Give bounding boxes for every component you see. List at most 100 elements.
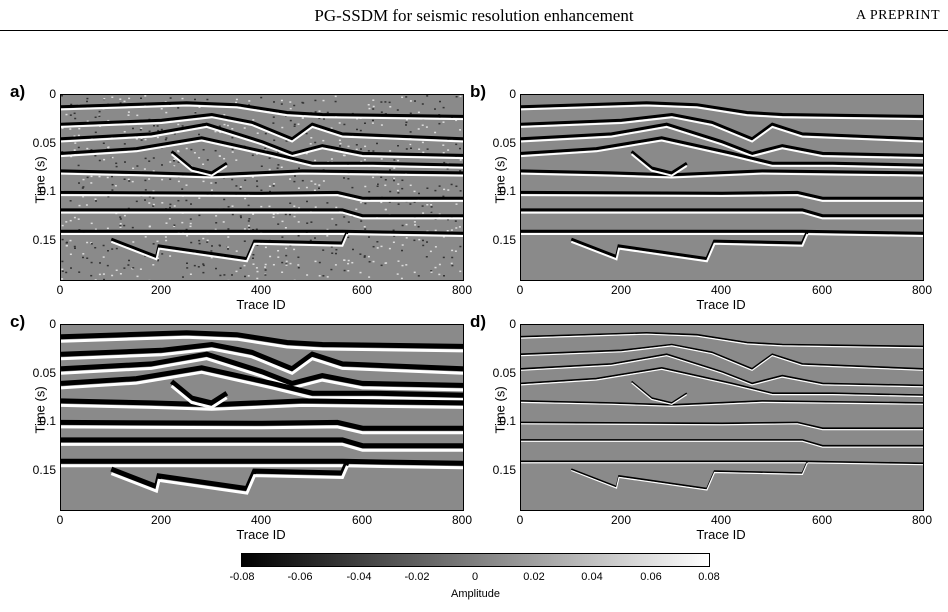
x-tick: 400 (710, 513, 732, 527)
colorbar-tick: -0.06 (287, 571, 313, 583)
reflector-peak (570, 233, 809, 263)
reflector-trough (521, 343, 923, 370)
reflector-trough (61, 330, 463, 349)
reflector-peak (521, 423, 923, 431)
reflector-trough (61, 101, 463, 118)
seismic-image (521, 325, 923, 510)
seismic-section (520, 94, 924, 281)
x-axis-label: Trace ID (696, 297, 746, 312)
reflector-trough (521, 122, 923, 157)
panel-letter: a) (10, 82, 26, 101)
page-header: PG-SSDM for seismic resolution enhanceme… (0, 0, 948, 34)
reflector-trough (521, 439, 923, 447)
reflector-peak (110, 465, 349, 495)
panel-a: a) Time (s) 0 0.05 0.1 0.15 0 200 400 60… (10, 82, 480, 312)
header-rule (0, 30, 948, 31)
x-tick: 800 (451, 283, 473, 297)
x-tick: 600 (351, 283, 373, 297)
reflector-peak (61, 233, 463, 237)
reflector-peak (521, 368, 923, 398)
y-tick: 0.15 (32, 233, 56, 247)
reflector-trough (61, 136, 463, 167)
preprint-label: A PREPRINT (856, 8, 940, 23)
reflector-trough (521, 460, 923, 465)
reflector-peak (521, 233, 923, 237)
reflector-trough (61, 458, 463, 466)
reflector-peak (61, 347, 463, 376)
y-tick: 0.15 (32, 463, 56, 477)
reflector-trough (61, 190, 463, 200)
reflector-peak (521, 104, 923, 121)
reflector-peak (170, 153, 228, 177)
y-tick: 0.05 (32, 366, 56, 380)
reflector-peak (61, 172, 463, 179)
reflector-peak (110, 233, 349, 263)
reflector-peak (521, 116, 923, 143)
x-tick: 200 (150, 283, 172, 297)
y-tick: 0.1 (39, 184, 56, 198)
reflector-peak (61, 139, 463, 169)
reflector-peak (61, 442, 463, 452)
seismic-section (60, 94, 464, 281)
x-axis-label: Trace ID (236, 527, 286, 542)
x-tick: 200 (150, 513, 172, 527)
reflector-trough (61, 341, 463, 372)
reflector-trough (61, 229, 463, 235)
reflector-trough (631, 380, 688, 404)
reflector-trough (61, 208, 463, 218)
x-axis-label: Trace ID (236, 297, 286, 312)
reflector-trough (61, 419, 463, 431)
y-tick: 0 (509, 87, 516, 101)
reflector-trough (521, 208, 923, 218)
reflector-peak (61, 211, 463, 220)
reflector-trough (170, 150, 228, 175)
reflector-trough (521, 229, 923, 235)
reflector-peak (170, 384, 228, 410)
reflector-peak (61, 403, 463, 411)
reflector-peak (521, 440, 923, 448)
y-tick: 0 (509, 317, 516, 331)
reflector-trough (521, 353, 923, 387)
reflector-peak (571, 462, 808, 491)
reflector-peak (630, 153, 688, 177)
colorbar-tick: 0.04 (581, 571, 603, 583)
y-tick: 0 (49, 317, 56, 331)
x-tick: 0 (516, 513, 524, 527)
running-title: PG-SSDM for seismic resolution enhanceme… (314, 6, 634, 25)
colorbar-tick: -0.04 (346, 571, 372, 583)
reflector-peak (521, 172, 923, 179)
colorbar-label: Amplitude (451, 588, 500, 600)
panel-b: b) Time (s) 0 0.05 0.1 0.15 0 200 400 60… (470, 82, 940, 312)
reflector-peak (521, 333, 923, 349)
x-tick: 600 (811, 283, 833, 297)
reflector-peak (521, 401, 923, 407)
x-tick: 800 (451, 513, 473, 527)
colorbar-tick: -0.02 (404, 571, 430, 583)
y-tick: 0.05 (492, 366, 516, 380)
y-tick: 0 (49, 87, 56, 101)
seismic-section (60, 324, 464, 511)
colorbar (241, 553, 710, 567)
colorbar-tick: 0 (471, 571, 479, 583)
reflector-peak (61, 116, 463, 143)
reflector-peak (521, 194, 923, 202)
y-tick: 0.1 (39, 414, 56, 428)
reflector-trough (61, 398, 463, 408)
x-tick: 600 (351, 513, 373, 527)
colorbar-tick: -0.08 (229, 571, 255, 583)
reflector-trough (61, 365, 463, 398)
x-tick: 0 (516, 283, 524, 297)
x-tick: 400 (710, 283, 732, 297)
reflector-peak (61, 194, 463, 202)
reflector-trough (170, 379, 229, 406)
x-tick: 600 (811, 513, 833, 527)
reflector-trough (521, 190, 923, 200)
seismic-image (61, 325, 463, 510)
reflector-trough (61, 437, 463, 449)
seismic-image (521, 95, 923, 280)
reflector-trough (630, 150, 688, 175)
reflector-trough (521, 112, 923, 141)
y-tick: 0.15 (492, 233, 516, 247)
reflector-peak (521, 355, 923, 388)
reflector-peak (631, 382, 688, 405)
